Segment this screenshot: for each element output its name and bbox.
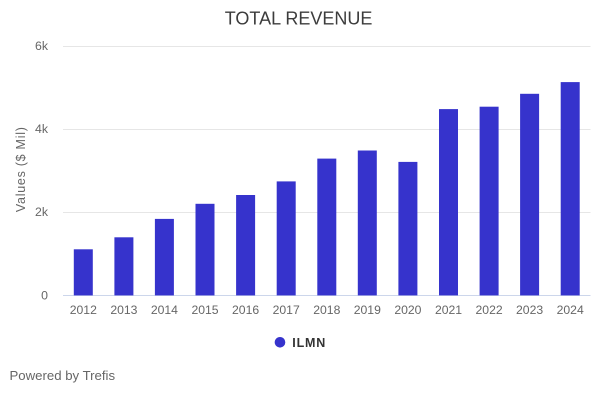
svg-text:0: 0 xyxy=(41,288,48,302)
svg-text:2015: 2015 xyxy=(191,303,218,317)
svg-text:6k: 6k xyxy=(35,39,49,53)
svg-text:TOTAL REVENUE: TOTAL REVENUE xyxy=(225,8,373,28)
svg-text:4k: 4k xyxy=(35,122,49,136)
svg-text:2018: 2018 xyxy=(313,303,340,317)
svg-text:2012: 2012 xyxy=(70,303,97,317)
svg-text:2k: 2k xyxy=(35,205,49,219)
svg-text:2017: 2017 xyxy=(273,303,300,317)
svg-text:ILMN: ILMN xyxy=(292,336,325,350)
svg-text:2016: 2016 xyxy=(232,303,259,317)
svg-text:2022: 2022 xyxy=(476,303,503,317)
svg-text:2019: 2019 xyxy=(354,303,381,317)
svg-text:Powered by Trefis: Powered by Trefis xyxy=(10,368,116,383)
svg-text:2013: 2013 xyxy=(110,303,137,317)
svg-text:2023: 2023 xyxy=(516,303,543,317)
svg-text:2021: 2021 xyxy=(435,303,462,317)
svg-text:2024: 2024 xyxy=(557,303,584,317)
svg-text:2020: 2020 xyxy=(394,303,421,317)
svg-text:2014: 2014 xyxy=(151,303,178,317)
svg-text:Values ($ Mil): Values ($ Mil) xyxy=(14,127,28,212)
